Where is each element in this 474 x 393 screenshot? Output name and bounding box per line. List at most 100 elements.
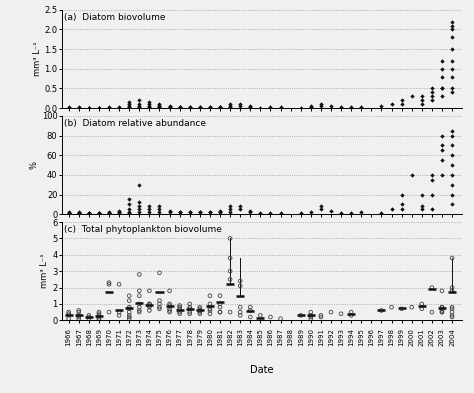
Point bbox=[75, 314, 82, 320]
Point bbox=[166, 288, 173, 294]
Point bbox=[246, 307, 254, 314]
Point bbox=[136, 199, 143, 206]
Point bbox=[438, 306, 446, 312]
Point bbox=[136, 203, 143, 209]
Point bbox=[246, 103, 254, 109]
Point bbox=[155, 306, 163, 312]
Point bbox=[216, 309, 224, 315]
Point bbox=[155, 105, 163, 111]
Point bbox=[226, 104, 234, 110]
Point bbox=[146, 101, 153, 107]
Point bbox=[146, 103, 153, 109]
Point bbox=[327, 208, 335, 215]
Point bbox=[126, 101, 133, 107]
Point bbox=[246, 208, 254, 215]
Point bbox=[307, 312, 315, 318]
Point bbox=[136, 101, 143, 107]
Point bbox=[438, 85, 446, 92]
Point bbox=[65, 210, 73, 216]
Point bbox=[176, 104, 183, 110]
Point bbox=[428, 285, 436, 291]
Point bbox=[418, 101, 426, 107]
Point bbox=[226, 101, 234, 107]
Point bbox=[155, 101, 163, 107]
Point bbox=[398, 101, 405, 107]
Point bbox=[75, 309, 82, 315]
Point bbox=[448, 89, 456, 95]
Point bbox=[448, 309, 456, 315]
Point bbox=[307, 209, 315, 215]
Point bbox=[448, 312, 456, 318]
Point bbox=[206, 105, 214, 111]
Point bbox=[136, 288, 143, 294]
Point bbox=[176, 306, 183, 312]
Point bbox=[216, 104, 224, 110]
Text: (a)  Diatom biovolume: (a) Diatom biovolume bbox=[64, 13, 165, 22]
Point bbox=[307, 104, 315, 110]
Point bbox=[196, 304, 204, 310]
Point bbox=[186, 306, 193, 312]
Point bbox=[166, 309, 173, 315]
Point bbox=[438, 85, 446, 92]
Point bbox=[448, 26, 456, 33]
Point bbox=[136, 206, 143, 212]
Point bbox=[146, 206, 153, 212]
Point bbox=[126, 99, 133, 105]
Point bbox=[146, 104, 153, 110]
Point bbox=[216, 104, 224, 110]
Point bbox=[196, 307, 204, 314]
Point bbox=[448, 314, 456, 320]
Point bbox=[438, 304, 446, 310]
Point bbox=[65, 209, 73, 215]
Point bbox=[176, 310, 183, 317]
Point bbox=[226, 206, 234, 212]
Point bbox=[196, 209, 204, 215]
Point bbox=[448, 132, 456, 139]
Point bbox=[95, 210, 103, 216]
Point bbox=[65, 105, 73, 111]
Point bbox=[428, 172, 436, 178]
Point bbox=[126, 105, 133, 111]
Point bbox=[226, 255, 234, 261]
Point bbox=[418, 306, 426, 312]
Point bbox=[438, 73, 446, 80]
Point bbox=[347, 104, 355, 110]
Point bbox=[307, 314, 315, 320]
Point bbox=[176, 104, 183, 110]
Point bbox=[448, 306, 456, 312]
Point bbox=[206, 292, 214, 299]
Point bbox=[75, 210, 82, 216]
Point bbox=[146, 307, 153, 314]
Point bbox=[418, 191, 426, 198]
Point bbox=[136, 182, 143, 188]
Point bbox=[327, 103, 335, 109]
Point bbox=[75, 209, 82, 215]
Point bbox=[428, 97, 436, 103]
Point bbox=[136, 105, 143, 111]
Point bbox=[65, 309, 73, 315]
Point bbox=[155, 104, 163, 110]
Point bbox=[136, 97, 143, 103]
Point bbox=[126, 210, 133, 216]
Point bbox=[75, 307, 82, 314]
X-axis label: Date: Date bbox=[250, 365, 273, 375]
Point bbox=[216, 105, 224, 111]
Point bbox=[277, 210, 284, 216]
Point bbox=[186, 104, 193, 110]
Point bbox=[115, 312, 123, 318]
Point bbox=[256, 210, 264, 216]
Point bbox=[237, 304, 244, 310]
Point bbox=[448, 58, 456, 64]
Point bbox=[176, 104, 183, 110]
Point bbox=[448, 172, 456, 178]
Point bbox=[448, 66, 456, 72]
Point bbox=[307, 309, 315, 315]
Point bbox=[408, 93, 416, 99]
Point bbox=[115, 210, 123, 216]
Point bbox=[317, 203, 325, 209]
Point bbox=[65, 104, 73, 110]
Point bbox=[317, 312, 325, 318]
Point bbox=[155, 103, 163, 109]
Point bbox=[448, 73, 456, 80]
Point bbox=[166, 104, 173, 110]
